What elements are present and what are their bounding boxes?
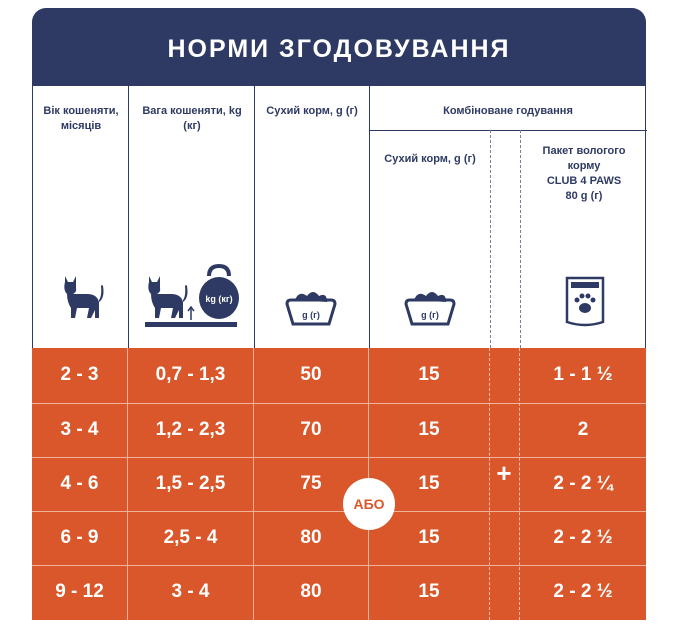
plus-sign: +	[496, 458, 512, 488]
header-wet-pouch: Пакет вологого корму CLUB 4 PAWS 80 g (г…	[523, 144, 645, 204]
kettlebell-label: kg (кг)	[205, 294, 232, 304]
header-dry-food: Сухий корм, g (г)	[266, 105, 358, 117]
row-divider	[32, 457, 646, 458]
cell-wet: 2 - 2 ½	[553, 581, 613, 602]
cell-age: 6 - 9	[60, 527, 99, 548]
header-weight: Вага кошеняти, kg (кг)	[142, 105, 242, 132]
kitten-icon	[64, 276, 104, 318]
bowl-icon: g (г)	[404, 292, 456, 326]
cell-wet: 2 - 2 ½	[553, 527, 613, 548]
cell-age: 3 - 4	[60, 419, 99, 440]
cell-combined-dry: 15	[418, 473, 440, 494]
kitten-with-kettlebell-icon: kg (кг)	[145, 263, 239, 327]
cell-weight: 0,7 - 1,3	[155, 364, 226, 385]
cell-combined-dry: 15	[418, 364, 440, 385]
cell-combined-dry: 15	[418, 581, 440, 602]
wet-line-4: 80 g (г)	[565, 190, 603, 202]
dashed-divider	[520, 130, 521, 348]
cell-weight: 2,5 - 4	[163, 527, 218, 548]
header-combined-dry: Сухий корм, g (г)	[384, 153, 476, 165]
header-combined: Комбіноване годування	[443, 105, 573, 117]
cell-weight: 1,5 - 2,5	[155, 473, 226, 494]
cell-age: 9 - 12	[55, 581, 104, 602]
cell-combined-dry: 15	[418, 527, 440, 548]
cell-dry: 80	[300, 527, 322, 548]
cell-wet: 2	[577, 419, 589, 440]
row-divider	[32, 511, 646, 512]
row-divider	[32, 403, 646, 404]
col-divider	[127, 348, 128, 620]
table-header: Вік кошеняти, місяців Вага кошеняти, kg …	[32, 86, 647, 348]
cell-age: 2 - 3	[60, 364, 99, 385]
cell-wet: 2 - 2 ¼	[553, 473, 613, 494]
cell-combined-dry: 15	[418, 419, 440, 440]
dashed-divider	[489, 348, 490, 620]
header-age: Вік кошеняти, місяців	[43, 105, 119, 132]
bowl-icon: g (г)	[285, 292, 337, 326]
feeding-table: НОРМИ ЗГОДОВУВАННЯ Вік кошеняти, місяців…	[32, 8, 647, 620]
cell-weight: 3 - 4	[171, 581, 210, 602]
cell-wet: 1 - 1 ½	[553, 364, 613, 385]
sub-header-divider	[369, 130, 647, 131]
dashed-divider	[519, 348, 520, 620]
cell-dry: 70	[300, 419, 322, 440]
col-divider	[253, 348, 254, 620]
cell-weight: 1,2 - 2,3	[155, 419, 226, 440]
row-divider	[32, 565, 646, 566]
wet-line-3: CLUB 4 PAWS	[546, 175, 622, 187]
table-body	[32, 348, 646, 620]
cell-dry: 50	[300, 364, 322, 385]
title-bar: НОРМИ ЗГОДОВУВАННЯ	[32, 8, 646, 86]
col-divider	[254, 86, 255, 348]
dashed-divider	[490, 130, 491, 348]
bowl-label: g (г)	[421, 310, 439, 320]
cell-age: 4 - 6	[60, 473, 99, 494]
or-badge: АБО	[343, 478, 395, 530]
wet-line-1: Пакет вологого	[542, 145, 626, 157]
cell-dry: 75	[300, 473, 322, 494]
cell-dry: 80	[300, 581, 322, 602]
col-divider	[128, 86, 129, 348]
wet-line-2: корму	[567, 160, 601, 172]
pouch-paw-icon	[565, 276, 605, 327]
col-divider	[369, 86, 370, 348]
page-title: НОРМИ ЗГОДОВУВАННЯ	[167, 35, 511, 63]
bowl-label: g (г)	[302, 310, 320, 320]
